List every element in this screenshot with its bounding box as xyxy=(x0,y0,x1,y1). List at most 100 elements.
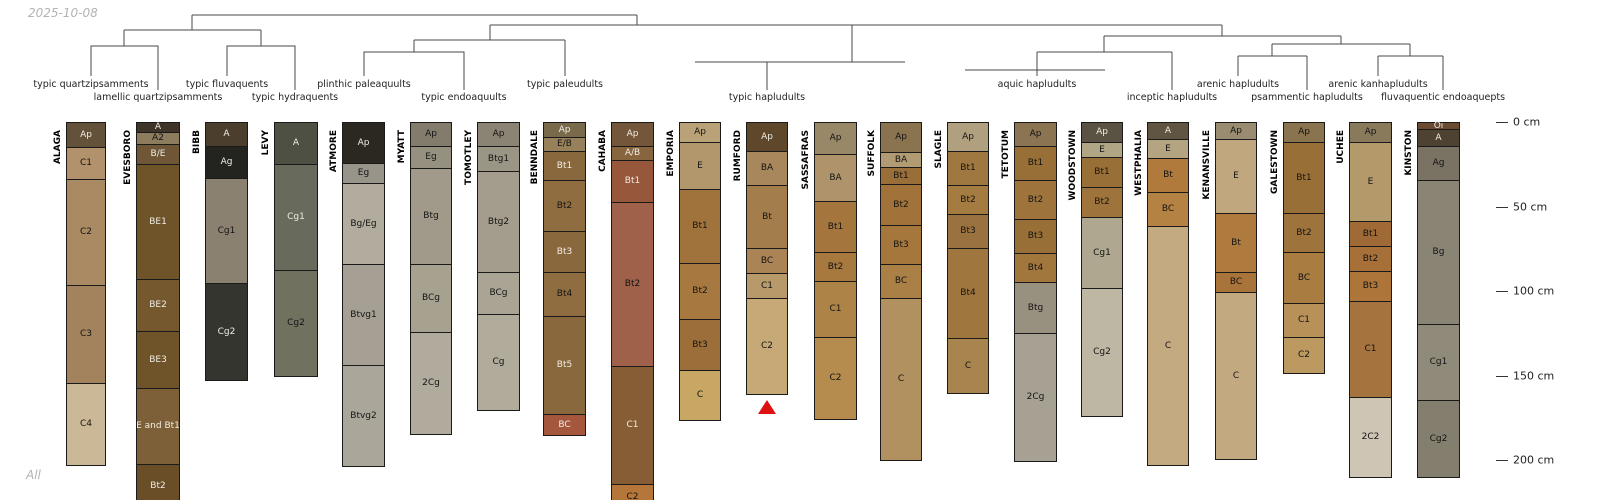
soil-column-uchee: Ap E Bt1 Bt2 Bt3 C1 2C2 xyxy=(1349,122,1392,478)
horizon-westphalia-Bt: Bt xyxy=(1148,159,1188,193)
horizon-kenansville-Bt: Bt xyxy=(1216,214,1256,273)
horizon-emporia-C: C xyxy=(680,371,720,420)
horizon-label: Bt3 xyxy=(893,239,909,250)
horizon-label: BE3 xyxy=(149,354,167,365)
horizon-label: Bt2 xyxy=(1296,227,1312,238)
horizon-label: C2 xyxy=(79,227,92,237)
horizon-label: Bt1 xyxy=(960,163,976,173)
horizon-galestown-BC: BC xyxy=(1284,253,1324,304)
horizon-label: E xyxy=(1165,143,1171,154)
horizon-label: Bg xyxy=(1432,247,1445,257)
horizon-label: Bt xyxy=(762,211,772,222)
horizon-myatt-BCg: BCg xyxy=(411,265,451,333)
horizon-slagle-C: C xyxy=(948,339,988,393)
horizon-kenansville-Ap: Ap xyxy=(1216,123,1256,140)
horizon-label: Ap xyxy=(1096,127,1108,137)
horizon-uchee-2C2: 2C2 xyxy=(1350,398,1391,477)
horizon-slagle-Bt4: Bt4 xyxy=(948,249,988,339)
horizon-label: Bt1 xyxy=(556,160,573,171)
horizon-evesboro-BE2: BE2 xyxy=(137,280,179,332)
horizon-label: A/B xyxy=(624,148,641,158)
horizon-label: Ap xyxy=(1364,127,1377,137)
taxon-label-inceptic-hapludults: inceptic hapludults xyxy=(1126,92,1218,103)
horizon-label: BE2 xyxy=(149,300,167,310)
horizon-suffolk-Ap: Ap xyxy=(881,123,921,153)
soil-column-emporia: Ap E Bt1 Bt2 Bt3 C xyxy=(679,122,721,421)
horizon-tetotum-Bt3: Bt3 xyxy=(1015,220,1056,254)
depth-label-150: 150 cm xyxy=(1513,369,1555,383)
horizon-label: BC xyxy=(558,419,571,430)
horizon-label: C1 xyxy=(79,158,92,168)
soil-column-alaga: Ap C1 C2 C3 C4 xyxy=(66,122,106,466)
horizon-kinston-A: A xyxy=(1418,130,1459,147)
horizon-rumford-C2: C2 xyxy=(747,299,787,394)
horizon-label: Ap xyxy=(425,129,437,139)
depth-tick-200 xyxy=(1496,460,1508,461)
horizon-label: Btvg1 xyxy=(350,309,377,320)
depth-tick-50 xyxy=(1496,207,1508,208)
horizon-label: C1 xyxy=(760,280,773,291)
horizon-suffolk-C: C xyxy=(881,299,921,460)
horizon-woodstown-Cg2: Cg2 xyxy=(1082,289,1122,416)
soil-column-benndale: Ap E/B Bt1 Bt2 Bt3 Bt4 Bt5 BC xyxy=(543,122,586,436)
horizon-label: Bt2 xyxy=(624,279,641,289)
horizon-westphalia-E: E xyxy=(1148,140,1188,159)
horizon-levy-A: A xyxy=(275,123,317,165)
horizon-label: Bt3 xyxy=(692,339,708,350)
horizon-label: Bt1 xyxy=(1296,172,1312,183)
soil-column-tetotum: Ap Bt1 Bt2 Bt3 Bt4 Btg 2Cg xyxy=(1014,122,1057,462)
horizon-slagle-Ap: Ap xyxy=(948,123,988,152)
horizon-tetotum-Ap: Ap xyxy=(1015,123,1056,147)
horizon-label: C3 xyxy=(79,329,92,339)
horizon-label: Oi xyxy=(1433,120,1444,131)
taxon-label-typic-fluvaquents: typic fluvaquents xyxy=(185,79,269,90)
horizon-label: Eg xyxy=(357,168,370,178)
horizon-label: A2 xyxy=(152,133,164,143)
horizon-rumford-BC: BC xyxy=(747,249,787,274)
horizon-atmore-Bg/Eg: Bg/Eg xyxy=(343,184,384,265)
horizon-levy-Cg2: Cg2 xyxy=(275,271,317,376)
horizon-suffolk-BA: BA xyxy=(881,153,921,168)
taxon-label-lamellic-quartzipsamments: lamellic quartzipsamments xyxy=(93,92,223,103)
horizon-sassafras-Bt1: Bt1 xyxy=(815,202,856,253)
horizon-label: Ap xyxy=(962,131,974,142)
soil-column-suffolk: Ap BA Bt1 Bt2 Bt3 BC C xyxy=(880,122,922,461)
horizon-benndale-Ap: Ap xyxy=(544,123,585,138)
horizon-benndale-Bt1: Bt1 xyxy=(544,152,585,181)
horizon-label: Cg xyxy=(492,357,505,367)
soil-column-evesboro: A A2 B/E BE1 BE2 BE3 E and Bt1 Bt2 xyxy=(136,122,180,500)
horizon-cahaba-Bt1: Bt1 xyxy=(612,161,653,203)
horizon-tetotum-Bt1: Bt1 xyxy=(1015,147,1056,181)
horizon-label: Bt2 xyxy=(692,286,708,296)
horizon-atmore-Ap: Ap xyxy=(343,123,384,164)
horizon-label: E xyxy=(697,160,703,171)
horizon-label: Bt1 xyxy=(1362,228,1379,239)
horizon-label: BC xyxy=(760,255,774,266)
depth-tick-150 xyxy=(1496,376,1508,377)
horizon-label: Eg xyxy=(425,152,437,162)
horizon-emporia-Bt2: Bt2 xyxy=(680,264,720,320)
horizon-atmore-Btvg2: Btvg2 xyxy=(343,366,384,466)
horizon-uchee-Bt2: Bt2 xyxy=(1350,247,1391,272)
horizon-label: Bt xyxy=(1163,170,1173,180)
horizon-label: C1 xyxy=(829,304,842,314)
horizon-bibb-A: A xyxy=(206,123,247,147)
horizon-label: Ap xyxy=(895,132,907,142)
horizon-kenansville-C: C xyxy=(1216,293,1256,459)
horizon-sassafras-BA: BA xyxy=(815,155,856,202)
soil-column-cahaba: Ap A/B Bt1 Bt2 C1 C2 xyxy=(611,122,654,500)
depth-label-0: 0 cm xyxy=(1513,115,1541,129)
horizon-label: C2 xyxy=(829,373,842,383)
taxon-label-arenic-hapludults: arenic hapludults xyxy=(1196,79,1280,90)
horizon-kinston-Bg: Bg xyxy=(1418,181,1459,325)
horizon-label: Ap xyxy=(357,137,370,148)
horizon-label: Bt2 xyxy=(1027,194,1044,205)
horizon-label: A xyxy=(1435,132,1442,143)
horizon-label: Cg2 xyxy=(1429,433,1448,444)
horizon-galestown-Ap: Ap xyxy=(1284,123,1324,143)
horizon-label: Bt1 xyxy=(692,221,708,231)
soil-column-westphalia: A E Bt BC C xyxy=(1147,122,1189,466)
taxon-label-arenic-kanhapludults: arenic kanhapludults xyxy=(1328,79,1428,90)
horizon-label: Cg2 xyxy=(287,318,305,328)
